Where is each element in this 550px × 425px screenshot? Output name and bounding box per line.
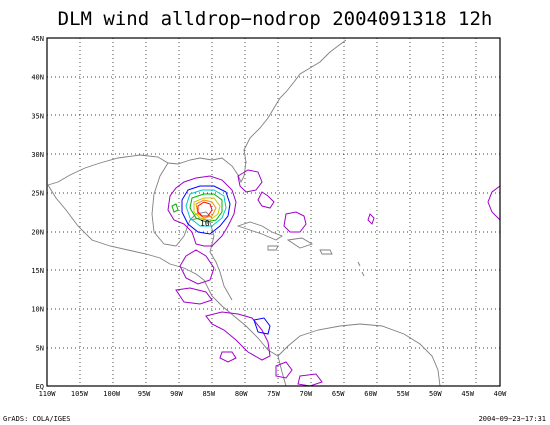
lon-label: 60W (364, 390, 377, 398)
lat-label: EQ (36, 383, 44, 391)
lon-tick-labels: 110W 105W 100W 95W 90W 85W 80W 75W 70W 65W 60W 55W 5… (39, 390, 508, 398)
difference-contours (167, 169, 501, 387)
lat-label: 10N (31, 306, 44, 314)
lon-label: 110W (39, 390, 57, 398)
footer-right: 2004−09−23−17:31 (478, 415, 546, 423)
footer-left: GrADS: COLA/IGES (3, 415, 71, 423)
lon-label: 70W (300, 390, 313, 398)
lon-label: 80W (235, 390, 248, 398)
gridlines (47, 38, 500, 386)
lat-label: 40N (31, 74, 44, 82)
lat-label: 15N (31, 267, 44, 275)
lon-label: 65W (332, 390, 345, 398)
lon-label: 85W (202, 390, 215, 398)
lat-label: 20N (31, 228, 44, 236)
lon-label: 40W (494, 390, 507, 398)
lon-label: 90W (170, 390, 183, 398)
lat-label: 30N (31, 151, 44, 159)
lat-label: 35N (31, 112, 44, 120)
contour-label: 10 (200, 219, 210, 228)
map-title: DLM wind alldrop−nodrop 2004091318 12h (57, 8, 493, 30)
lon-label: 95W (138, 390, 151, 398)
lon-label: 100W (103, 390, 121, 398)
lat-label: 25N (31, 190, 44, 198)
plot-frame (46, 37, 501, 387)
coastlines (47, 39, 441, 387)
lon-label: 75W (267, 390, 280, 398)
lat-tick-labels: EQ 5N 10N 15N 20N 25N 30N 35N 40N 45N (31, 35, 44, 391)
lat-label: 5N (36, 344, 44, 352)
lon-label: 50W (429, 390, 442, 398)
lon-label: 45W (461, 390, 474, 398)
lon-label: 105W (71, 390, 89, 398)
lon-label: 55W (397, 390, 410, 398)
lat-label: 45N (31, 35, 44, 43)
